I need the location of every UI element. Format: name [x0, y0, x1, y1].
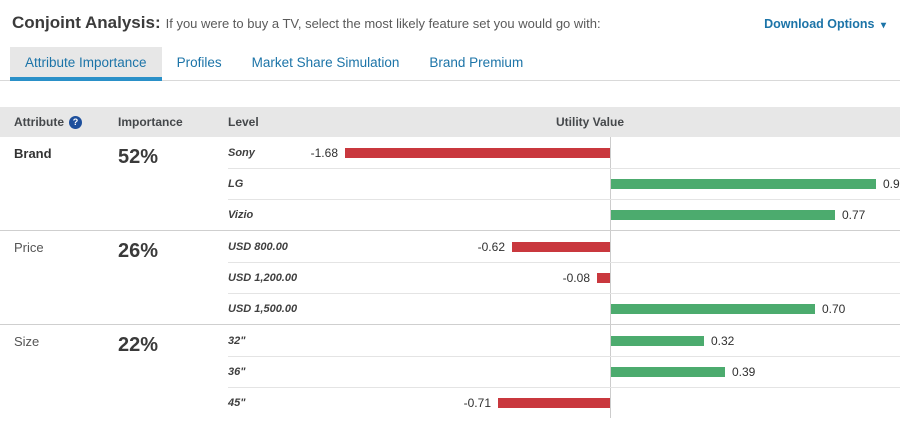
level-label: 45"	[228, 397, 246, 409]
utility-chart-cell: -1.68	[311, 137, 900, 168]
utility-bar	[611, 210, 835, 220]
utility-value-label: 0.91	[883, 177, 900, 191]
utility-bar	[611, 367, 725, 377]
column-header-importance: Importance	[118, 115, 183, 129]
utility-value-label: 0.77	[842, 208, 866, 222]
attribute-name: Price	[14, 240, 44, 255]
importance-value: 26%	[118, 240, 159, 262]
utility-chart-cell: -0.08	[340, 263, 900, 293]
tab-bar: Attribute Importance Profiles Market Share…	[0, 47, 900, 81]
level-row: USD 1,200.00 -0.08	[228, 262, 900, 293]
page-header: Conjoint Analysis: If you were to buy a T…	[0, 0, 900, 34]
zero-axis-line	[610, 200, 611, 230]
download-options-button[interactable]: Download Options ▾	[764, 17, 886, 31]
utility-chart-cell: -0.71	[340, 388, 900, 418]
level-row: 45" -0.71	[228, 387, 900, 418]
utility-bar	[611, 304, 815, 314]
levels-block: USD 800.00 -0.62 USD 1,200.00 -0.08 USD 1,50…	[228, 231, 900, 324]
utility-bar	[512, 241, 610, 252]
level-row: USD 1,500.00 0.70	[228, 293, 900, 324]
column-header-utility-value: Utility Value	[555, 115, 625, 129]
zero-axis-line	[610, 231, 611, 262]
chevron-down-icon: ▾	[880, 20, 886, 31]
column-header-attribute: Attribute ?	[0, 115, 118, 129]
level-row: LG 0.91	[228, 168, 900, 199]
utility-bar	[597, 273, 610, 283]
level-label: USD 1,200.00	[228, 272, 298, 284]
attribute-group: Size 22% 32" 0.32 36" 0.39 45" -0.71	[0, 324, 900, 418]
utility-chart-cell: 0.77	[340, 200, 900, 230]
level-row: USD 800.00 -0.62	[228, 231, 900, 262]
help-icon[interactable]: ?	[69, 115, 82, 129]
level-label: USD 800.00	[228, 240, 288, 253]
level-row: Sony -1.68	[228, 137, 900, 168]
utility-bar	[498, 398, 610, 408]
utility-value-label: 0.70	[822, 302, 846, 316]
page-subtitle: If you were to buy a TV, select the most…	[165, 16, 601, 31]
level-label: LG	[228, 178, 244, 190]
utility-value-label: -0.71	[463, 396, 491, 410]
zero-axis-line	[610, 325, 611, 356]
level-row: 32" 0.32	[228, 325, 900, 356]
zero-axis-line	[610, 294, 611, 324]
utility-bar	[345, 147, 610, 158]
utility-chart-cell: -0.62	[340, 231, 900, 262]
attribute-header-label: Attribute	[14, 115, 64, 129]
tab-brand-premium[interactable]: Brand Premium	[429, 55, 524, 70]
attribute-name: Brand	[14, 146, 52, 161]
level-label: 32"	[228, 334, 246, 347]
utility-bar	[611, 179, 876, 189]
levels-block: Sony -1.68 LG 0.91 Vizio 0.77	[228, 137, 900, 230]
tab-market-share-simulation[interactable]: Market Share Simulation	[251, 55, 400, 70]
attribute-group: Price 26% USD 800.00 -0.62 USD 1,200.00 -0.08…	[0, 230, 900, 324]
tab-attribute-importance[interactable]: Attribute Importance	[10, 47, 162, 81]
tab-profiles[interactable]: Profiles	[176, 55, 222, 70]
title-line: Conjoint Analysis: If you were to buy a T…	[12, 13, 601, 34]
utility-value-label: -1.68	[310, 145, 338, 160]
level-label: Sony	[228, 146, 255, 159]
level-row: 36" 0.39	[228, 356, 900, 387]
zero-axis-line	[610, 263, 611, 293]
importance-value: 22%	[118, 334, 159, 356]
level-label: 36"	[228, 366, 246, 378]
utility-value-label: 0.32	[711, 333, 735, 348]
page-title: Conjoint Analysis:	[12, 13, 161, 32]
table-header-row: Attribute ? Importance Level Utility Val…	[0, 107, 900, 137]
zero-axis-line	[610, 388, 611, 418]
attribute-importance-table: Attribute ? Importance Level Utility Val…	[0, 107, 900, 418]
importance-value: 52%	[118, 146, 159, 168]
utility-chart-cell: 0.39	[340, 357, 900, 387]
utility-bar	[611, 335, 704, 346]
download-options-label: Download Options	[764, 17, 875, 31]
zero-axis-line	[610, 357, 611, 387]
attribute-group: Brand 52% Sony -1.68 LG 0.91 Vizio 0.77	[0, 137, 900, 230]
zero-axis-line	[610, 137, 611, 168]
utility-value-label: -0.08	[562, 271, 590, 285]
zero-axis-line	[610, 169, 611, 199]
utility-value-label: -0.62	[477, 239, 505, 254]
levels-block: 32" 0.32 36" 0.39 45" -0.71	[228, 325, 900, 418]
utility-chart-cell: 0.70	[340, 294, 900, 324]
utility-chart-cell: 0.32	[340, 325, 900, 356]
table-body: Brand 52% Sony -1.68 LG 0.91 Vizio 0.77 Price 26%…	[0, 137, 900, 418]
level-row: Vizio 0.77	[228, 199, 900, 230]
column-header-level: Level	[228, 115, 259, 129]
utility-value-label: 0.39	[732, 365, 756, 379]
utility-chart-cell: 0.91	[340, 169, 900, 199]
level-label: Vizio	[228, 209, 254, 221]
attribute-name: Size	[14, 334, 40, 349]
level-label: USD 1,500.00	[228, 303, 298, 315]
